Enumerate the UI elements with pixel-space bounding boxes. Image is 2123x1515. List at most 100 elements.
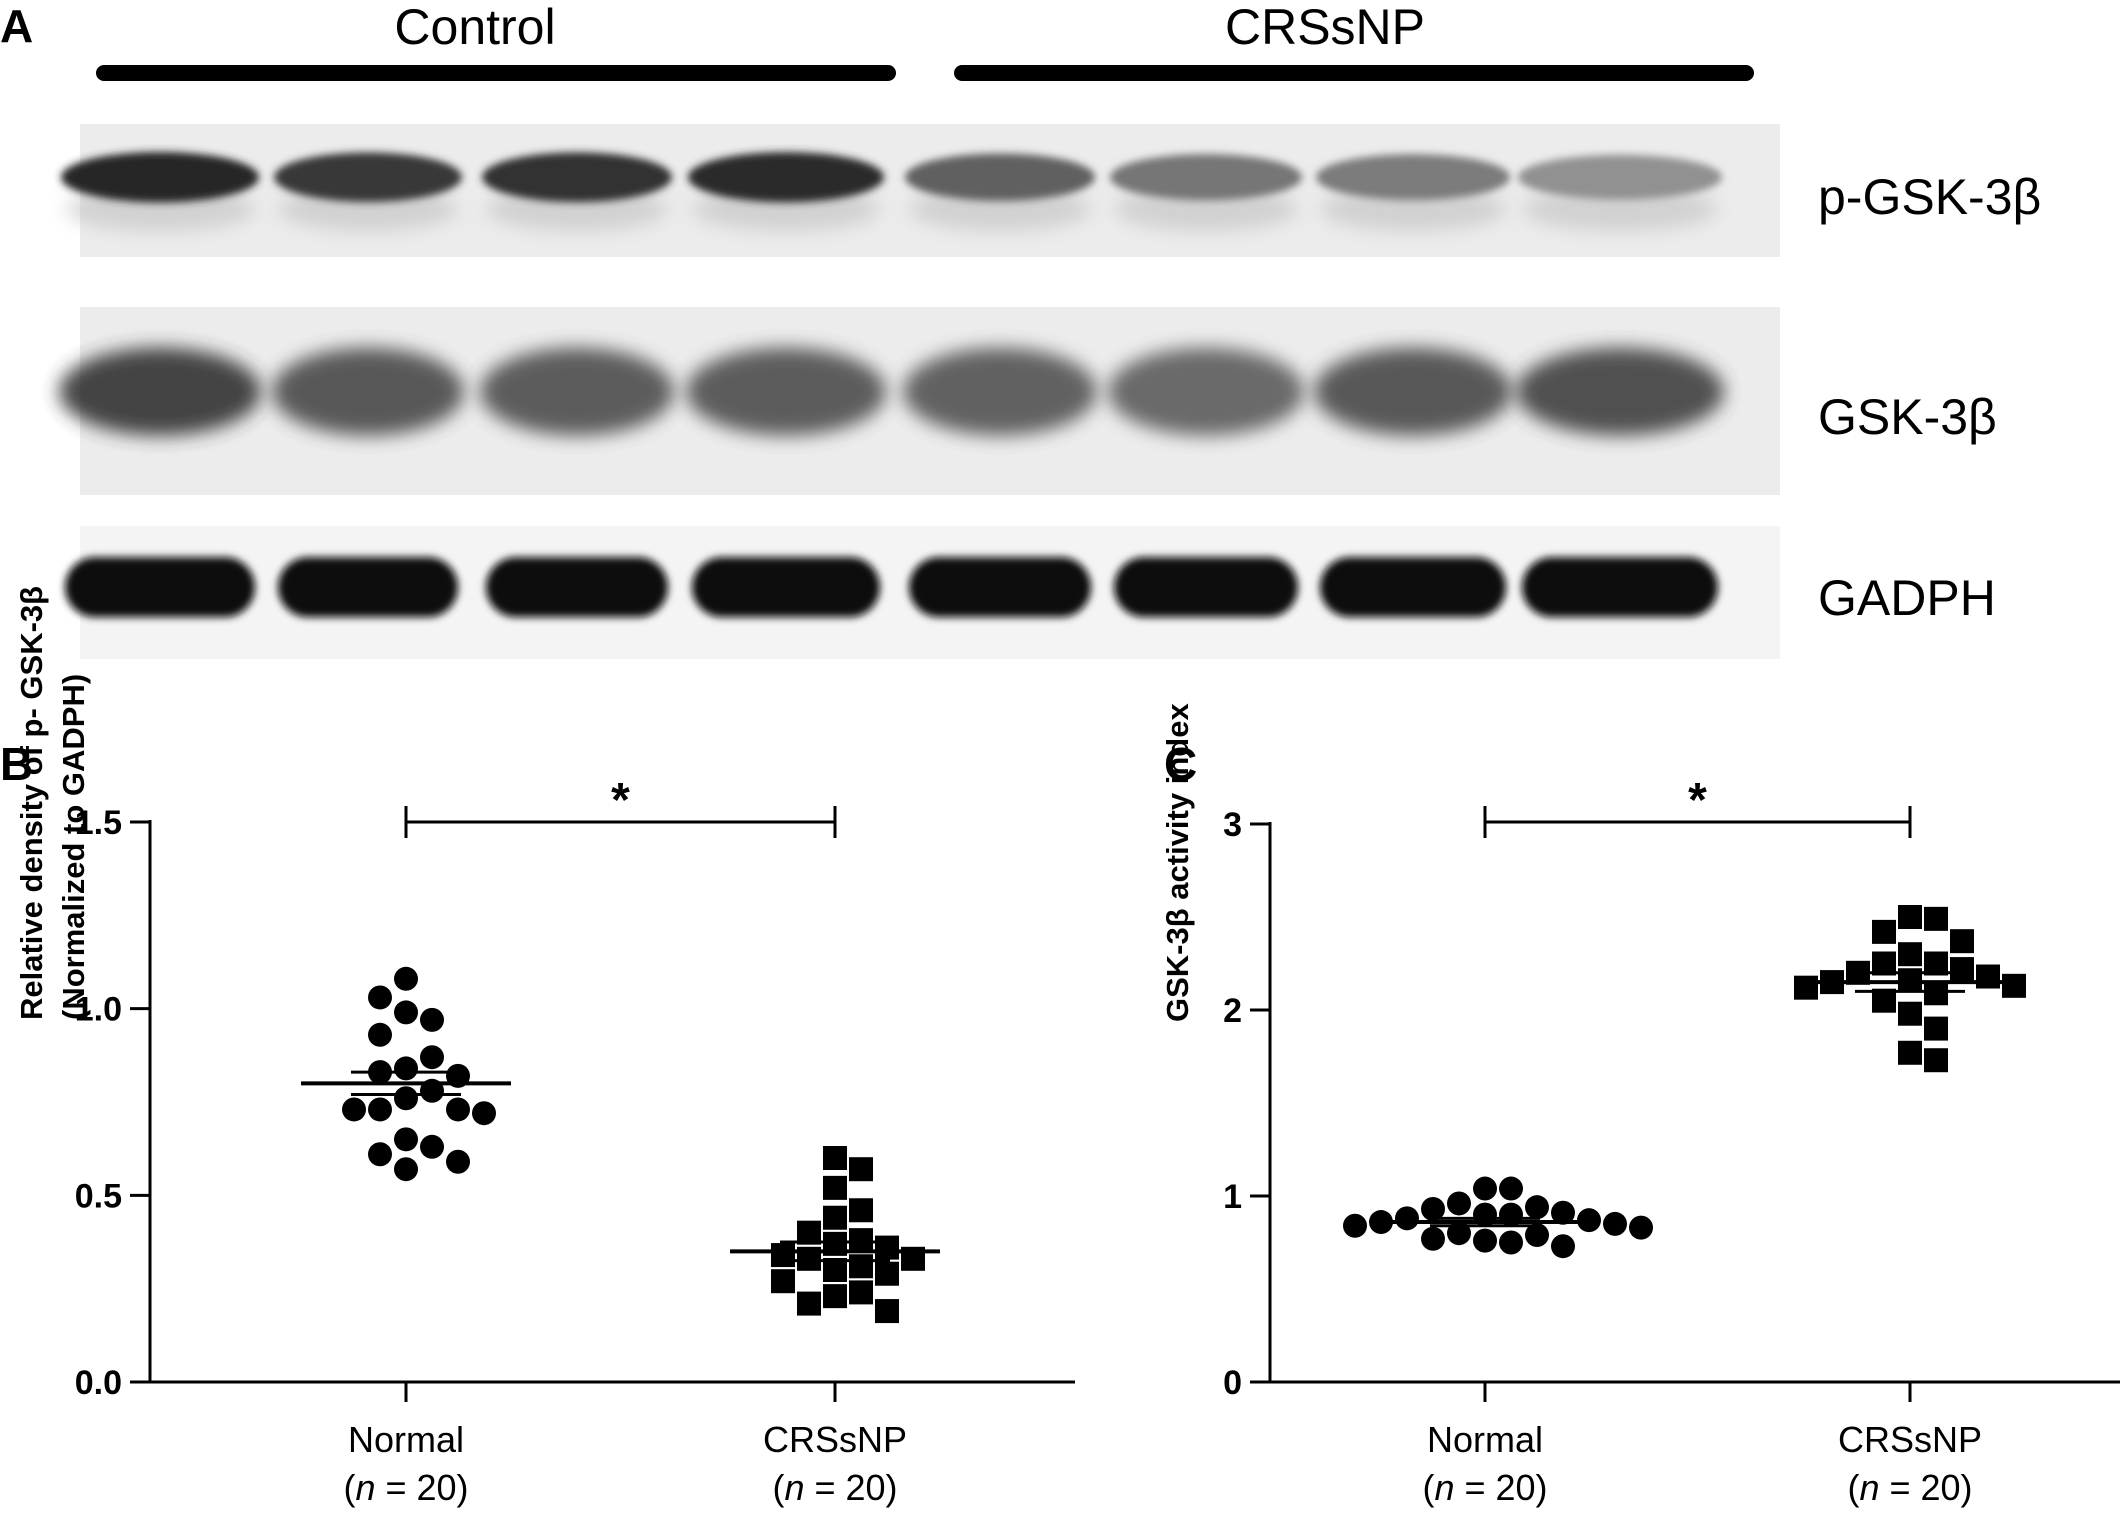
panel-b-point-crssnp (771, 1269, 795, 1294)
panel-b-y-axis-title: Relative density of p- GSK-3β (14, 586, 49, 1020)
panel-b-scatter-chart: B Relative density of p- GSK-3β (Normali… (0, 586, 1075, 1508)
panel-b-point-normal (394, 1127, 418, 1152)
panel-b-point-normal (342, 1097, 366, 1122)
panel-c-point-crssnp (1872, 919, 1896, 944)
panel-c-point-crssnp (2002, 973, 2026, 998)
blot-band-shadow (909, 187, 1091, 232)
blot-band (1320, 557, 1506, 618)
panel-b-category-n-label: (n = 20) (343, 1467, 468, 1508)
panel-c-point-normal (1343, 1213, 1367, 1238)
panel-c-point-crssnp (1898, 1001, 1922, 1026)
panel-c-y-tick-label: 1 (1223, 1178, 1242, 1216)
panel-b-point-normal (446, 1097, 470, 1122)
blot-band (1522, 557, 1718, 618)
panel-b-point-normal (394, 1056, 418, 1081)
panel-b-point-normal (420, 1045, 444, 1070)
panel-a-western-blot: A Control CRSsNP p-GSK-3β GSK-3β GADPH (0, 0, 2041, 659)
panel-b-point-crssnp (849, 1157, 873, 1182)
panel-c-point-crssnp (1898, 942, 1922, 967)
blot-row-g: GADPH (65, 526, 1996, 659)
panel-c-y-tick-label: 0 (1223, 1364, 1242, 1402)
blot-rows: p-GSK-3β GSK-3β GADPH (59, 124, 2041, 659)
blot-band (1314, 347, 1512, 436)
panel-c-point-crssnp (1794, 975, 1818, 1000)
blot-band (480, 347, 674, 436)
panel-c-y-tick-label: 3 (1223, 806, 1242, 844)
panel-c-point-normal (1499, 1230, 1523, 1255)
blot-band (686, 347, 886, 436)
blot-band (909, 557, 1091, 618)
blot-label-g: GADPH (1818, 570, 1996, 626)
panel-a-letter: A (0, 0, 33, 52)
panel-c-category-label: Normal (1427, 1419, 1543, 1460)
blot-band-shadow (1320, 187, 1506, 232)
panel-c-letter: C (1164, 738, 1197, 790)
panel-c-point-crssnp (1950, 929, 1974, 954)
panel-c-point-normal (1473, 1176, 1497, 1201)
panel-c-point-normal (1551, 1234, 1575, 1259)
panel-b-plot-area: 0.0 0.5 1.0 1.5 Normal (n = 20) CRSsNP (n = 20)… (75, 774, 1075, 1508)
panel-b-y-tick-label: 0.0 (75, 1364, 122, 1402)
panel-b-point-crssnp (823, 1284, 847, 1309)
panel-b-category-label: Normal (348, 1419, 464, 1460)
blot-label-t: GSK-3β (1818, 389, 1997, 445)
blot-band-shadow (1522, 187, 1718, 232)
blot-band (1114, 557, 1298, 618)
blot-row-t: GSK-3β (59, 307, 1997, 495)
panel-b-point-crssnp (875, 1299, 899, 1324)
blot-band (1110, 154, 1302, 201)
panel-c-point-normal (1473, 1228, 1497, 1253)
panel-b-y-tick-label: 0.5 (75, 1177, 122, 1215)
panel-b-ylabel-line-1: Relative density of p- GSK-3β (14, 586, 49, 1020)
panel-b-y-tick-label: 1.5 (75, 804, 122, 842)
panel-c-ylabel: GSK-3β activity index (1160, 703, 1195, 1022)
panel-b-point-crssnp (849, 1280, 873, 1305)
panel-c-point-normal (1499, 1176, 1523, 1201)
panel-c-point-normal (1525, 1223, 1549, 1248)
panel-c-point-normal (1421, 1197, 1445, 1222)
panel-c-point-crssnp (1898, 905, 1922, 929)
panel-c-scatter-chart: C GSK-3β activity index 0 1 2 3 Normal (n = 2… (1160, 703, 2120, 1508)
panel-b-point-crssnp (849, 1228, 873, 1253)
blot-band (1316, 154, 1510, 201)
panel-b-point-normal (420, 1134, 444, 1159)
blot-band (59, 347, 261, 436)
group-label-crssnp: CRSsNP (1225, 0, 1425, 55)
panel-b-point-normal (446, 1149, 470, 1174)
panel-b-point-crssnp (875, 1261, 899, 1286)
panel-b-point-crssnp (823, 1205, 847, 1230)
panel-c-point-crssnp (1950, 957, 1974, 982)
panel-b-point-crssnp (823, 1146, 847, 1170)
panel-c-point-crssnp (1924, 906, 1948, 931)
panel-b-significance-star: * (611, 774, 630, 827)
group-label-control: Control (394, 0, 555, 55)
panel-b-ylabel-line-2: (Normalized to GADPH) (56, 674, 91, 1020)
panel-b-point-normal (472, 1101, 496, 1126)
panel-b-point-normal (368, 1142, 392, 1167)
blot-band (65, 557, 255, 618)
blot-band (486, 557, 668, 618)
panel-c-point-normal (1447, 1191, 1471, 1216)
blot-band (482, 152, 672, 203)
panel-c-category-n-label: (n = 20) (1847, 1467, 1972, 1508)
panel-c-point-crssnp (1898, 1040, 1922, 1065)
panel-c-y-axis-title: GSK-3β activity index (1160, 703, 1195, 1022)
panel-c-point-normal (1629, 1215, 1653, 1240)
panel-b-y-axis-title-2: (Normalized to GADPH) (56, 674, 91, 1020)
blot-band (903, 347, 1097, 436)
panel-b-y-tick-label: 1.0 (75, 991, 122, 1029)
blot-band (1108, 347, 1304, 436)
panel-b-category-n-label: (n = 20) (772, 1467, 897, 1508)
panel-b-point-normal (394, 1086, 418, 1111)
blot-label-p: p-GSK-3β (1818, 169, 2041, 225)
blot-band (1516, 347, 1724, 436)
panel-c-point-normal (1525, 1195, 1549, 1220)
panel-b-point-crssnp (849, 1198, 873, 1223)
panel-c-point-normal (1603, 1211, 1627, 1236)
panel-c-point-crssnp (1924, 1048, 1948, 1073)
panel-c-category-label: CRSsNP (1838, 1419, 1982, 1460)
panel-b-category-label: CRSsNP (763, 1419, 907, 1460)
panel-b-point-crssnp (849, 1254, 873, 1279)
panel-b-point-crssnp (823, 1175, 847, 1200)
